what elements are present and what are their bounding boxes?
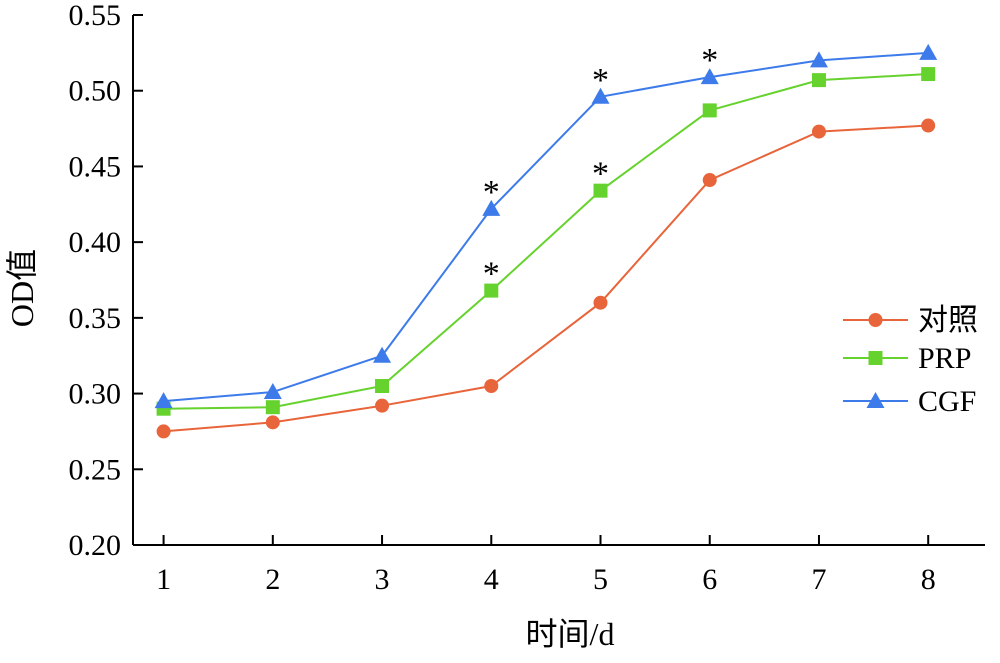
x-tick-label: 5 — [593, 563, 608, 596]
legend-marker — [866, 392, 885, 408]
x-tick-label: 6 — [702, 563, 717, 596]
legend-item: 对照 — [843, 304, 978, 337]
x-tick-label: 1 — [156, 563, 171, 596]
data-point — [156, 424, 171, 439]
series-0 — [156, 118, 936, 439]
significance-star: * — [701, 42, 718, 79]
x-tick-label: 2 — [265, 563, 280, 596]
y-tick-label: 0.20 — [69, 529, 122, 562]
y-tick-label: 0.40 — [69, 226, 122, 259]
data-point — [702, 103, 717, 118]
legend-label: PRP — [918, 342, 971, 375]
data-point — [591, 87, 610, 104]
y-tick-label: 0.30 — [69, 378, 122, 411]
data-point — [484, 379, 499, 393]
data-point — [921, 67, 936, 82]
x-tick-label: 3 — [375, 563, 390, 596]
data-point — [154, 392, 173, 409]
significance-star: * — [592, 62, 609, 99]
data-point — [484, 283, 499, 298]
series-layer — [154, 43, 938, 439]
data-point — [373, 346, 392, 363]
series-1 — [156, 67, 936, 416]
y-tick-label: 0.55 — [69, 0, 122, 32]
x-tick-label: 8 — [921, 563, 936, 596]
y-tick-label: 0.50 — [69, 75, 122, 108]
legend-item: CGF — [843, 385, 976, 418]
data-point — [593, 183, 608, 198]
legend: 对照 PRP CGF — [843, 304, 978, 418]
legend-label: 对照 — [918, 304, 978, 337]
legend-label: CGF — [918, 385, 976, 418]
data-point — [265, 415, 280, 430]
x-tick-label: 7 — [811, 563, 826, 596]
significance-star: * — [483, 174, 500, 211]
data-point — [375, 379, 390, 393]
data-point — [700, 68, 719, 85]
data-point — [593, 295, 608, 310]
data-point — [921, 118, 936, 133]
series-line — [163, 51, 929, 403]
legend-marker — [868, 313, 883, 327]
y-tick-label: 0.25 — [69, 453, 122, 486]
data-point — [702, 173, 717, 188]
series-2 — [154, 43, 938, 409]
y-tick-label: 0.35 — [69, 302, 122, 335]
significance-star: * — [483, 256, 500, 293]
legend-item: PRP — [843, 342, 971, 375]
data-point — [482, 199, 501, 216]
annotations: * * * * * — [483, 42, 718, 293]
data-point — [375, 398, 390, 413]
axes: 0.20 0.25 0.30 0.35 0.40 0.45 0.50 0.55 1 2 3 4 5 6 7 8 — [69, 0, 985, 596]
y-tick-label: 0.45 — [69, 150, 122, 183]
data-point — [919, 43, 938, 60]
series-line — [163, 73, 929, 410]
legend-marker — [868, 351, 883, 365]
data-point — [265, 400, 280, 415]
y-axis-label: OD值 — [4, 249, 40, 327]
series-line — [163, 124, 929, 433]
x-axis-label: 时间/d — [526, 616, 615, 652]
significance-star: * — [592, 156, 609, 193]
data-point — [263, 383, 282, 400]
data-point — [811, 73, 826, 88]
data-point — [809, 51, 828, 68]
x-tick-label: 4 — [484, 563, 499, 596]
data-point — [811, 124, 826, 139]
